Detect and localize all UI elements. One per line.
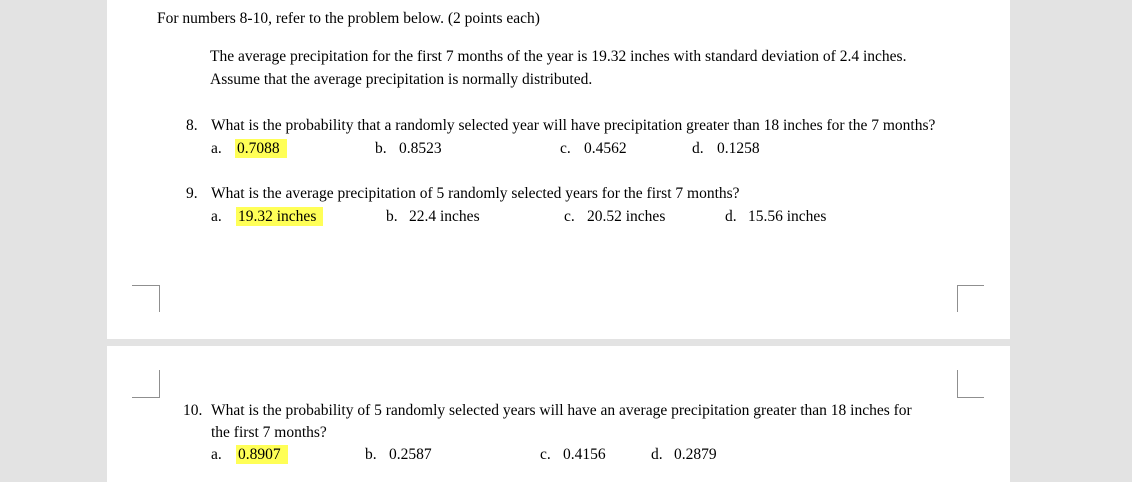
question-9-text: What is the average precipitation of 5 r… (211, 185, 740, 202)
question-10-text-line-1: What is the probability of 5 randomly se… (211, 402, 912, 419)
option-9b-letter: b. (386, 208, 398, 225)
page-2: 10. What is the probability of 5 randoml… (107, 346, 1010, 482)
margin-corner-mark (957, 285, 984, 312)
question-10-number: 10. (183, 402, 203, 419)
option-9d-value: 15.56 inches (748, 208, 827, 225)
answer-highlight: 0.8907 (236, 445, 288, 464)
option-10a-letter: a. (211, 446, 222, 463)
option-9a-letter: a. (211, 208, 222, 225)
option-10b-letter: b. (365, 446, 377, 463)
problem-line-2: Assume that the average precipitation is… (210, 71, 593, 88)
margin-corner-mark (132, 370, 160, 398)
option-8a-letter: a. (211, 140, 222, 157)
question-10-text-line-2: the first 7 months? (211, 424, 327, 441)
option-10c-letter: c. (540, 446, 551, 463)
option-10d-value: 0.2879 (674, 446, 717, 463)
option-9b-value: 22.4 inches (409, 208, 480, 225)
problem-line-1: The average precipitation for the first … (210, 48, 907, 65)
option-10a-value: 0.8907 (236, 445, 288, 465)
option-8b-value: 0.8523 (399, 140, 442, 157)
option-9c-value: 20.52 inches (587, 208, 666, 225)
margin-corner-mark (132, 285, 160, 312)
option-8d-letter: d. (692, 140, 704, 157)
question-8-text: What is the probability that a randomly … (211, 117, 936, 134)
option-10c-value: 0.4156 (563, 446, 606, 463)
option-9c-letter: c. (564, 208, 575, 225)
option-8a-value: 0.7088 (235, 139, 287, 159)
question-9-number: 9. (186, 185, 198, 202)
option-10b-value: 0.2587 (389, 446, 432, 463)
question-8-number: 8. (186, 117, 198, 134)
margin-corner-mark (957, 370, 984, 398)
answer-highlight: 0.7088 (235, 139, 287, 158)
option-8c-value: 0.4562 (584, 140, 627, 157)
option-8b-letter: b. (375, 140, 387, 157)
option-8d-value: 0.1258 (717, 140, 760, 157)
option-9d-letter: d. (725, 208, 737, 225)
page-1: For numbers 8-10, refer to the problem b… (107, 0, 1010, 339)
option-9a-value: 19.32 inches (236, 207, 324, 227)
option-8c-letter: c. (560, 140, 571, 157)
option-10d-letter: d. (651, 446, 663, 463)
instruction-text: For numbers 8-10, refer to the problem b… (157, 10, 540, 27)
answer-highlight: 19.32 inches (236, 207, 324, 226)
